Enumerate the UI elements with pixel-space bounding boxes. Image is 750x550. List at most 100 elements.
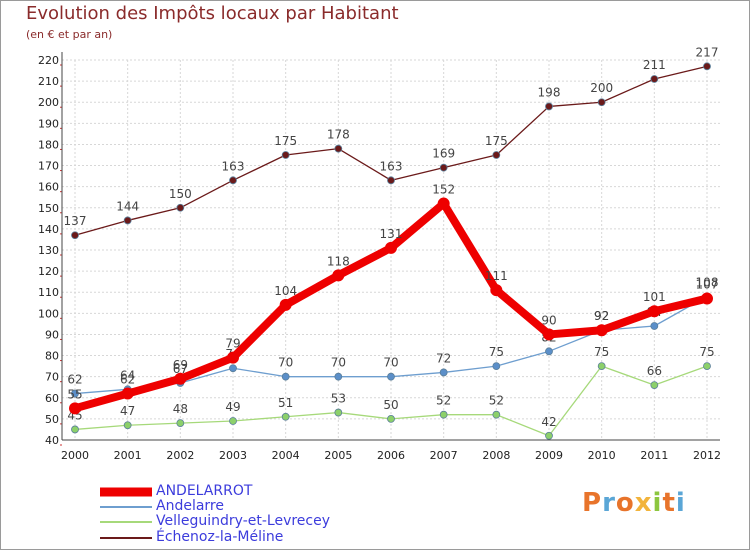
data-point-andelarrot <box>701 292 713 305</box>
y-tick-label: 180 <box>38 138 59 151</box>
data-label-andelarrot: 131 <box>380 227 403 241</box>
x-tick-label: 2000 <box>61 449 89 462</box>
data-label-andelarre: 108 <box>696 275 719 289</box>
chart-title: Evolution des Impôts locaux par Habitant <box>26 3 399 24</box>
data-point-velleguindry-et-levrecey <box>281 412 290 421</box>
data-label-andelarrot: 101 <box>643 290 666 304</box>
data-label-echenoz-la-meline: 175 <box>274 134 297 148</box>
data-point-andelarre <box>545 347 553 356</box>
x-tick-label: 2011 <box>640 449 668 462</box>
data-point-velleguindry-et-levrecey <box>545 431 553 440</box>
legend-swatch-velleguindry <box>100 521 152 523</box>
x-tick-label: 2005 <box>324 449 352 462</box>
x-tick-label: 2007 <box>430 449 458 462</box>
data-point-echenoz-la-meline <box>597 98 606 107</box>
data-point-echenoz-la-meline <box>123 216 132 225</box>
data-label-andelarrot: 69 <box>173 358 188 372</box>
legend-label: Échenoz-la-Méline <box>156 529 284 545</box>
data-point-echenoz-la-meline <box>492 151 501 159</box>
x-tick-label: 2002 <box>166 449 194 462</box>
y-tick-label: 200 <box>38 96 59 109</box>
y-tick-label: 220 <box>38 54 59 67</box>
data-label-andelarrot: 107 <box>696 278 719 292</box>
y-tick-label: 120 <box>38 265 59 278</box>
data-point-andelarrot <box>543 328 555 341</box>
y-tick-label: 130 <box>38 244 59 257</box>
data-label-velleguindry-et-levrecey: 47 <box>120 404 135 418</box>
x-tick-label: 2008 <box>482 449 510 462</box>
data-label-velleguindry-et-levrecey: 52 <box>436 394 451 408</box>
data-point-andelarrot <box>279 298 292 311</box>
proxiti-logo: Proxiti <box>582 488 686 518</box>
y-tick-label: 150 <box>38 202 59 215</box>
data-point-velleguindry-et-levrecey <box>703 362 711 371</box>
data-label-andelarre: 75 <box>489 345 504 359</box>
y-tick-label: 140 <box>38 223 59 236</box>
data-point-andelarre <box>71 389 79 398</box>
data-label-andelarrot: 104 <box>274 284 297 298</box>
data-point-andelarrot <box>69 402 81 415</box>
data-label-echenoz-la-meline: 163 <box>222 159 245 173</box>
data-label-echenoz-la-meline: 163 <box>380 159 403 173</box>
y-tick-label: 190 <box>38 117 59 130</box>
data-label-velleguindry-et-levrecey: 53 <box>331 392 346 406</box>
data-label-velleguindry-et-levrecey: 75 <box>699 345 714 359</box>
x-tick-label: 2012 <box>693 449 721 462</box>
data-label-andelarrot: 111 <box>485 269 508 283</box>
data-point-echenoz-la-meline <box>71 231 79 240</box>
data-point-echenoz-la-meline <box>545 102 553 111</box>
x-tick-label: 2010 <box>588 449 616 462</box>
data-label-echenoz-la-meline: 217 <box>696 45 719 59</box>
data-label-echenoz-la-meline: 200 <box>590 81 613 95</box>
x-tick-label: 2009 <box>535 449 563 462</box>
legend-label: ANDELARROT <box>156 483 253 499</box>
data-label-andelarre: 67 <box>173 362 188 376</box>
data-label-velleguindry-et-levrecey: 66 <box>647 364 662 378</box>
data-label-andelarrot: 90 <box>541 313 556 327</box>
data-point-andelarre <box>387 372 395 381</box>
data-label-andelarre: 70 <box>278 356 293 370</box>
data-point-echenoz-la-meline <box>334 144 343 153</box>
data-point-andelarrot <box>227 351 239 364</box>
data-label-andelarrot: 152 <box>432 183 455 197</box>
data-label-echenoz-la-meline: 144 <box>116 199 139 213</box>
data-label-velleguindry-et-levrecey: 50 <box>383 398 398 412</box>
data-point-velleguindry-et-levrecey <box>123 421 132 430</box>
legend-swatch-andelarre <box>100 506 152 508</box>
data-label-andelarre: 92 <box>594 309 609 323</box>
x-tick-label: 2001 <box>114 449 142 462</box>
data-label-andelarre: 62 <box>67 373 82 387</box>
data-point-echenoz-la-meline <box>387 176 395 185</box>
y-tick-label: 40 <box>45 434 59 447</box>
data-label-andelarre: 72 <box>436 351 451 365</box>
data-label-echenoz-la-meline: 198 <box>538 85 561 99</box>
data-point-echenoz-la-meline <box>176 203 185 212</box>
data-label-andelarrot: 79 <box>225 337 240 351</box>
data-label-andelarre: 70 <box>383 356 398 370</box>
data-point-andelarre <box>650 322 659 330</box>
data-label-echenoz-la-meline: 178 <box>327 128 350 142</box>
legend-label: Velleguindry-et-Levrecey <box>156 513 331 529</box>
y-tick-label: 160 <box>38 181 59 194</box>
data-label-velleguindry-et-levrecey: 51 <box>278 396 293 410</box>
legend-label: Andelarre <box>156 498 224 514</box>
y-tick-label: 60 <box>45 392 59 405</box>
x-tick-label: 2004 <box>272 449 300 462</box>
data-point-andelarre <box>281 372 290 381</box>
x-tick-label: 2006 <box>377 449 405 462</box>
data-point-echenoz-la-meline <box>281 151 290 159</box>
data-point-andelarrot <box>121 387 134 400</box>
data-point-velleguindry-et-levrecey <box>229 417 237 425</box>
data-point-echenoz-la-meline <box>703 62 711 71</box>
data-point-velleguindry-et-levrecey <box>492 410 501 419</box>
data-label-echenoz-la-meline: 137 <box>64 214 87 228</box>
data-point-andelarrot <box>490 284 503 297</box>
data-point-andelarrot <box>385 241 397 254</box>
data-label-andelarrot: 62 <box>120 373 135 387</box>
y-tick-label: 170 <box>38 160 59 173</box>
data-point-velleguindry-et-levrecey <box>71 425 79 434</box>
chart-subtitle: (en € et par an) <box>26 28 113 41</box>
legend-swatch-echenoz <box>100 537 152 539</box>
y-tick-label: 210 <box>38 75 59 88</box>
data-point-velleguindry-et-levrecey <box>176 419 185 428</box>
